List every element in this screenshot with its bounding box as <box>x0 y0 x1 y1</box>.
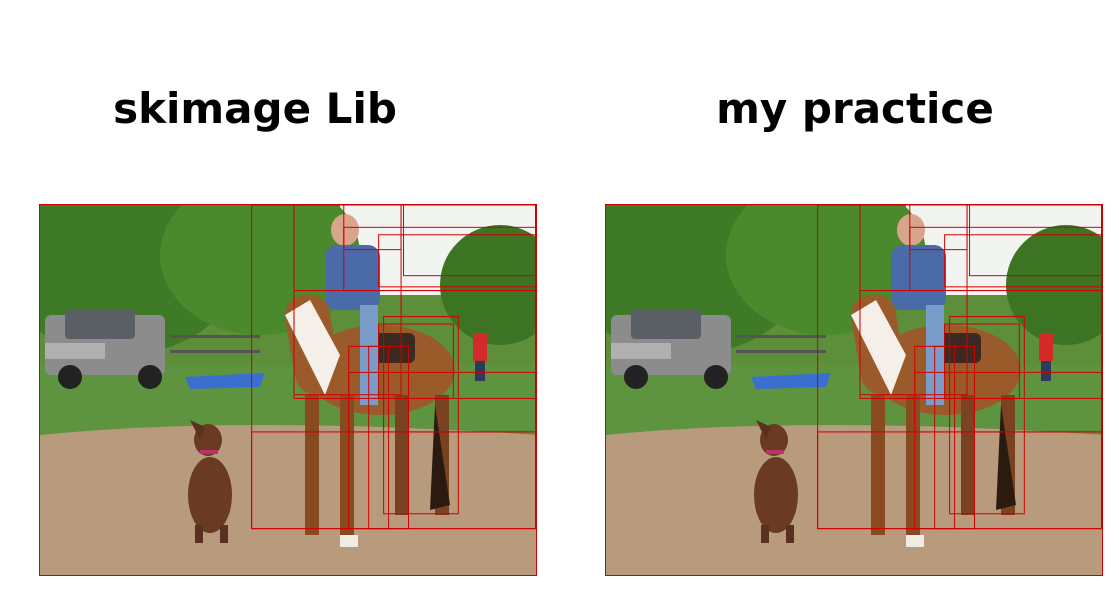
horse-rider-dog-photo-icon <box>605 204 1103 576</box>
panel-my-practice: my practice <box>560 0 1119 589</box>
region-box <box>378 234 536 288</box>
region-box <box>944 234 1102 288</box>
region-box <box>368 345 410 530</box>
panel-skimage: skimage Lib <box>39 84 537 576</box>
photo-scene <box>606 205 1102 575</box>
region-box <box>944 323 1020 399</box>
region-box <box>949 316 1025 515</box>
region-box <box>934 345 976 530</box>
region-box <box>378 323 454 399</box>
region-box <box>383 316 459 515</box>
horse-rider-dog-photo-icon <box>39 204 537 576</box>
photo-scene <box>40 205 536 575</box>
panel-title: skimage Lib <box>113 84 397 133</box>
panel-title: my practice <box>716 84 994 133</box>
